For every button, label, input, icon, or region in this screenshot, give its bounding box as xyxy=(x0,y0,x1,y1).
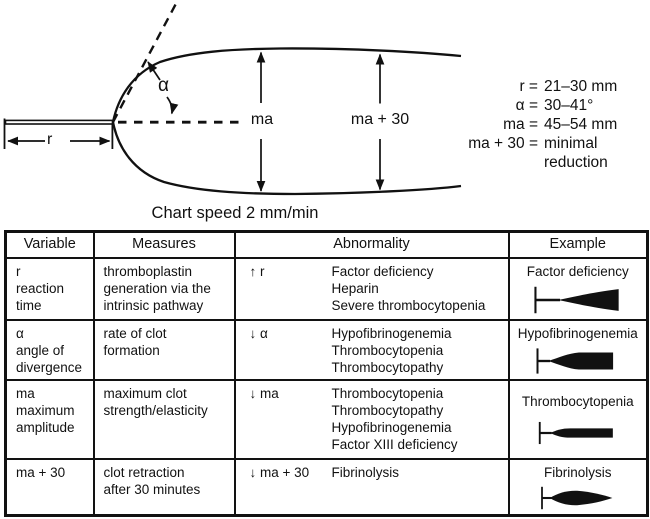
variable-cell: ma + 30 xyxy=(4,457,95,516)
legend-term: α = xyxy=(515,97,538,114)
example-cell: Factor deficiency xyxy=(507,256,649,321)
table-header-row: Variable Measures Abnormality Example xyxy=(4,230,649,259)
upper-trace-curve xyxy=(111,47,462,123)
table-row: r reaction time thromboplastin generatio… xyxy=(4,256,649,321)
normal-values-legend: r = 21–30 mm α = 30–41° ma = 45–54 mm ma… xyxy=(437,77,632,172)
example-label: Factor deficiency xyxy=(526,263,629,279)
variable-cell: ma maximum amplitude xyxy=(4,378,95,460)
measures-cell: thromboplastin generation via the intrin… xyxy=(92,256,236,321)
header-example: Example xyxy=(507,230,649,259)
legend-value: 21–30 mm xyxy=(544,78,618,95)
lower-trace-curve xyxy=(111,121,462,196)
baseline-bar xyxy=(3,118,114,149)
measures-cell: clot retraction after 30 minutes xyxy=(92,457,236,516)
abnormality-cell: ↓ ma Thrombocytopenia Thrombocytopathy H… xyxy=(233,378,510,460)
abnormality-change: ↑ r xyxy=(249,263,265,279)
table-row: α angle of divergence rate of clot forma… xyxy=(4,318,649,381)
variable-cell: α angle of divergence xyxy=(4,318,95,381)
abnormality-change: ↓ α xyxy=(249,325,268,341)
legend-term: ma + 30 = xyxy=(468,135,538,152)
example-label: Fibrinolysis xyxy=(543,464,612,480)
abnormality-cell: ↑ r Factor deficiency Heparin Severe thr… xyxy=(233,256,510,321)
abnormality-causes: Hypofibrinogenemia Thrombocytopenia Thro… xyxy=(331,325,452,375)
legend-value: 30–41° xyxy=(544,97,594,114)
table-row: ma maximum amplitude maximum clot streng… xyxy=(4,378,649,460)
low-amplitude-trace-icon xyxy=(538,421,613,444)
legend-value: minimal reduction xyxy=(544,135,608,171)
ma-amplitude-label: ma xyxy=(250,111,274,128)
measures-cell: maximum clot strength/elasticity xyxy=(92,378,236,460)
abnormality-cell: ↓ ma + 30 Fibrinolysis xyxy=(233,457,510,516)
header-abnormality: Abnormality xyxy=(233,230,510,259)
alpha-tangent-dashed-line xyxy=(111,0,180,123)
alpha-pointer-arrows xyxy=(147,61,179,115)
example-cell: Thrombocytopenia xyxy=(507,378,649,460)
example-label: Thrombocytopenia xyxy=(521,393,634,409)
r-dimension-label: r xyxy=(47,131,53,148)
table-row: ma + 30 clot retraction after 30 minutes… xyxy=(4,457,649,516)
abnormality-causes: Fibrinolysis xyxy=(331,464,400,480)
teg-variables-table: Variable Measures Abnormality Example r … xyxy=(4,230,649,517)
teg-trace-diagram xyxy=(3,0,462,196)
alpha-angle-label: α xyxy=(158,75,169,96)
header-measures: Measures xyxy=(92,230,236,259)
chart-speed-caption: Chart speed 2 mm/min xyxy=(151,204,319,222)
legend-term: ma = xyxy=(503,116,538,133)
abnormality-causes: Thrombocytopenia Thrombocytopathy Hypofi… xyxy=(331,385,458,452)
example-cell: Fibrinolysis xyxy=(507,457,649,516)
fibrinolysis-trace-icon xyxy=(540,486,613,509)
example-label: Hypofibrinogenemia xyxy=(517,325,638,341)
measures-cell: rate of clot formation xyxy=(92,318,236,381)
variable-cell: r reaction time xyxy=(4,256,95,321)
example-cell: Hypofibrinogenemia xyxy=(507,318,649,381)
long-r-trace-icon xyxy=(534,286,619,313)
abnormality-causes: Factor deficiency Heparin Severe thrombo… xyxy=(331,263,486,313)
abnormality-change: ↓ ma + 30 xyxy=(249,464,310,480)
abnormality-change: ↓ ma xyxy=(249,385,279,401)
low-angle-trace-icon xyxy=(536,347,613,374)
ma30-amplitude-label: ma + 30 xyxy=(350,111,410,128)
legend-term: r = xyxy=(519,78,538,95)
header-variable: Variable xyxy=(4,230,95,259)
legend-value: 45–54 mm xyxy=(544,116,618,133)
abnormality-cell: ↓ α Hypofibrinogenemia Thrombocytopenia … xyxy=(233,318,510,381)
